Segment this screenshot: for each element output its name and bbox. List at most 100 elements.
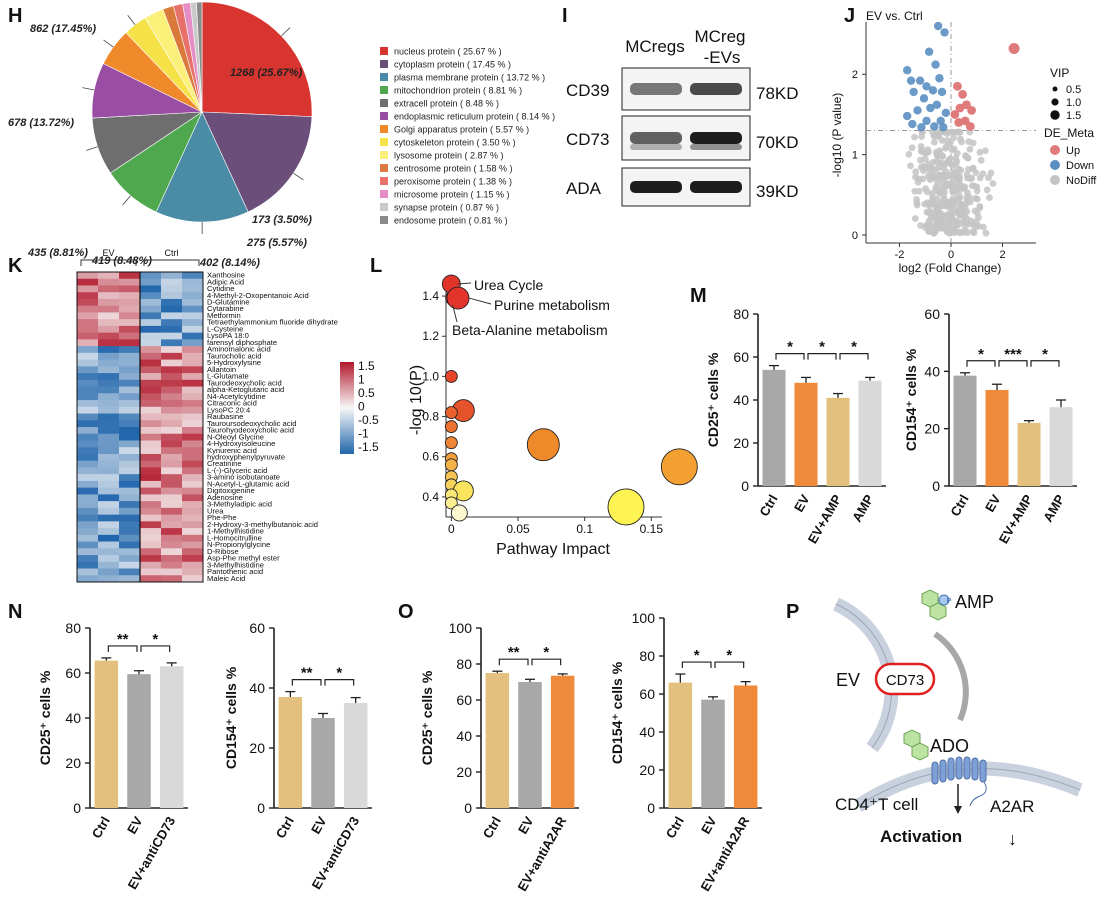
legend-color-marker [1050,145,1060,155]
pie-callout-line [293,172,304,181]
y-tick-label: 80 [639,648,655,664]
heatmap-cell [77,514,99,522]
significance-marker: * [1042,346,1048,363]
panel-label-h: H [8,5,22,27]
volcano-point-down [936,116,945,126]
pie-callout-label: 402 (8.14%) [199,257,260,269]
volcano-point-down [931,60,940,69]
legend-size-label: 1.5 [1066,110,1081,122]
heatmap-row-label: 4-Methyl-2-Oxopentanoic Acid [207,291,309,300]
heatmap-row-label: Allantoin [207,365,236,374]
volcano-point-nodiff [913,201,921,209]
heatmap-cell [77,400,99,408]
legend-swatch [380,216,388,224]
heatmap-cell [98,420,120,428]
volcano-point-nodiff [963,199,971,207]
panel-label-l: L [370,255,382,277]
heatmap-cell [77,487,99,495]
heatmap-row-label: 4-Hydroxyisoleucine [207,439,275,448]
phosphate-mark: P [947,598,952,605]
volcano-point-nodiff [957,135,964,143]
volcano-point-nodiff [920,167,927,175]
heatmap-cell [182,406,204,414]
blot-band [630,132,682,144]
heatmap-cell [140,325,162,334]
volcano-point-nodiff [950,168,958,176]
volcano-point-nodiff [955,128,963,136]
volcano-point-nodiff [972,194,979,202]
heatmap-row-label: Xanthosine [207,271,245,280]
volcano-point-up [965,122,975,131]
heatmap-row-label: 5-Hydroxylysine [207,358,261,367]
significance-marker: * [694,647,700,664]
dendrogram [80,259,137,266]
heatmap-row-label: N-Propionylglycine [207,540,270,549]
heatmap-row-label: L-Homocitrulline [207,533,262,542]
heatmap-cell [98,507,120,516]
heatmap-cell [98,373,120,381]
heatmap-cell [119,386,141,394]
heatmap-cell [98,575,120,583]
legend-swatch [380,177,388,185]
volcano-point-nodiff [953,149,961,157]
legend-swatch [380,164,388,172]
volcano-point-nodiff [957,166,965,174]
heatmap-cell [182,285,204,293]
y-tick-label: 1.2 [422,329,439,343]
x-tick-label: AMP [1040,492,1068,525]
volcano-point-down [941,108,951,118]
heatmap-cell [98,474,120,482]
significance-bracket [839,353,869,360]
heatmap-cell [182,501,204,509]
heatmap-cell [161,474,183,482]
heatmap-cell [140,379,162,387]
heatmap-cell [161,386,183,394]
y-tick-label: 20 [65,755,81,771]
heatmap-cell [77,413,99,421]
volcano-point-nodiff [977,156,985,164]
legend-entry: lysosome protein ( 2.87 % ) [394,151,504,161]
heatmap-row-label: Pantothenic acid [207,567,263,576]
volcano-point-nodiff [926,221,934,229]
panel-label-o: O [398,601,414,623]
heatmap-cell [161,440,183,448]
volcano-point-nodiff [948,226,956,234]
heatmap-cell [119,440,141,448]
volcano-point-nodiff [912,168,920,176]
legend-entry: mitochondrion protein ( 8.81 % ) [394,86,522,96]
volcano-point-nodiff [962,152,970,160]
western-blot: MCregs MCreg -EVs CD39 78KD CD73 70KD ADA 39KD [566,27,799,207]
signal-arrow-head [954,806,962,814]
y-tick-label: 100 [632,610,656,626]
legend-size-marker [1051,98,1059,106]
heatmap-cell [119,521,141,529]
volcano-point-nodiff [972,218,980,226]
significance-marker: ** [301,665,313,682]
pathway-annotation: Purine metabolism [494,297,610,313]
heatmap-legend-tick: -1.5 [358,440,379,454]
t-cell-label: CD4⁺T cell [835,795,918,814]
heatmap-cell [182,272,204,280]
heatmap-cell [161,325,183,334]
legend-entry: nucleus protein ( 25.67 % ) [394,47,502,57]
significance-bracket [324,679,355,686]
significance-marker: * [851,339,857,356]
heatmap-cell [119,272,141,280]
blot-size-label: 78KD [756,84,799,103]
heatmap-cell [119,379,141,387]
heatmap-cell [161,507,183,516]
blot-band [630,144,682,150]
heatmap-cell [140,427,162,435]
heatmap-cell [119,325,141,334]
legend-swatch [380,60,388,68]
y-tick-label: 20 [733,435,749,451]
heatmap-cell [182,514,204,522]
heatmap-cell [77,272,99,280]
panel-label-m: M [690,285,707,307]
bar [858,380,882,486]
heatmap-cell [98,400,120,408]
bar [127,674,151,808]
